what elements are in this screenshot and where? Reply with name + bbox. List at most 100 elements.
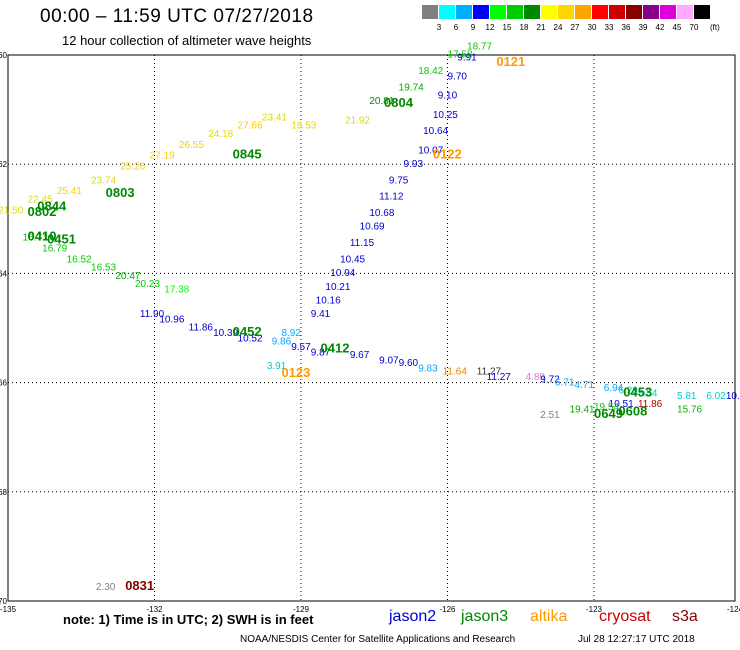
x-tick-label: -135 [0, 605, 17, 614]
wave-height-label: 6.94 [604, 383, 624, 394]
pass-time-label: 0802 [28, 204, 57, 219]
wave-height-label: 10.63 [726, 391, 740, 402]
wave-height-label: 11.90 [140, 309, 165, 320]
legend-label: 45 [672, 23, 682, 32]
wave-height-label: 8.92 [281, 328, 301, 339]
legend-swatch [456, 5, 473, 19]
pass-time-label: 0803 [106, 185, 135, 200]
x-tick-label: -129 [293, 605, 310, 614]
wave-height-label: 10.64 [423, 126, 448, 137]
legend-label: 21 [536, 23, 546, 32]
legend-label: 24 [553, 23, 563, 32]
legend-swatch [558, 5, 575, 19]
wave-height-label: 10.96 [159, 315, 184, 326]
legend-swatch [541, 5, 558, 19]
wave-height-label: 9.10 [438, 91, 458, 102]
wave-height-label: 20.81 [369, 96, 394, 107]
map-frame [7, 54, 736, 602]
x-tick-label: -132 [146, 605, 163, 614]
wave-height-label: 20.23 [135, 279, 160, 290]
wave-height-label: 21.92 [345, 115, 370, 126]
legend-label: 39 [638, 23, 648, 32]
legend-swatch [422, 5, 439, 19]
pass-time-label: 0649 [594, 406, 623, 421]
legend-swatch [439, 5, 456, 19]
y-tick-label: -62 [0, 160, 8, 169]
satellite-s3a: s3a [672, 608, 698, 625]
legend-label: 30 [587, 23, 597, 32]
wave-height-label: 11.86 [638, 399, 663, 410]
wave-height-label: 9.83 [418, 364, 438, 375]
wave-height-label: 10.94 [330, 268, 355, 279]
legend-label: 3 [436, 23, 442, 32]
legend-swatch [490, 5, 507, 19]
legend-label: 12 [485, 23, 495, 32]
wave-height-label: 20.47 [115, 271, 140, 282]
wave-height-label: 19.41 [570, 405, 595, 416]
legend-label: 18 [519, 23, 529, 32]
wave-height-label: 10.68 [369, 208, 394, 219]
wave-height-label: 16.71 [23, 233, 48, 244]
wave-height-label: 10.45 [340, 254, 365, 265]
legend-unit: (ft) [710, 23, 720, 32]
satellite-jason2: jason2 [389, 608, 437, 625]
wave-height-label: 10.39 [213, 328, 238, 339]
wave-height-label: 9.60 [399, 358, 419, 369]
wave-height-label: 9.70 [448, 72, 468, 83]
legend-swatch [626, 5, 643, 19]
wave-height-label: 11.64 [443, 366, 468, 377]
wave-height-label: 17.58 [448, 50, 473, 61]
y-tick-label: -68 [0, 488, 8, 497]
pass-time-label: 0410 [28, 229, 57, 244]
wave-height-label: 10.25 [433, 110, 458, 121]
page-title: 00:00 – 11:59 UTC 07/27/2018 [40, 6, 314, 27]
pass-time-label: 0845 [233, 147, 262, 162]
wave-height-label: 11.27 [487, 372, 512, 383]
x-tick-label: -124 [727, 605, 740, 614]
legend-label: 6 [453, 23, 459, 32]
pass-time-label: 0831 [125, 578, 154, 593]
pass-time-label: 0412 [321, 341, 350, 356]
x-tick-label: -126 [439, 605, 456, 614]
wave-height-label: 19.54 [594, 402, 619, 413]
wave-height-label: 4.71 [574, 380, 594, 391]
legend-swatch [643, 5, 660, 19]
satellite-jason3: jason3 [461, 608, 509, 625]
wave-height-label: 22.45 [28, 194, 53, 205]
y-tick-label: -64 [0, 269, 8, 278]
legend-swatch [592, 5, 609, 19]
wave-height-label: 6.29 [618, 386, 638, 397]
legend-label: 27 [570, 23, 580, 32]
wave-height-label: 6.02 [706, 391, 726, 402]
y-tick-label: -70 [0, 597, 8, 606]
legend-label: 9 [470, 23, 476, 32]
wave-height-label: 11.12 [379, 192, 404, 203]
wave-height-label: 4.89 [526, 372, 546, 383]
wave-height-label: 11.27 [477, 366, 502, 377]
wave-height-label: 16.52 [67, 254, 92, 265]
wave-height-label: 9.07 [379, 355, 399, 366]
legend-label: 36 [621, 23, 631, 32]
footer-credit: NOAA/NESDIS Center for Satellite Applica… [240, 634, 516, 645]
wave-height-label: 23.74 [91, 175, 116, 186]
wave-height-label: 3.91 [267, 361, 287, 372]
pass-time-label: 0804 [384, 95, 414, 110]
pass-time-label: 0453 [623, 384, 652, 399]
pass-time-label: 0122 [433, 147, 462, 162]
pass-time-label: 0608 [618, 403, 647, 418]
wave-height-label: 9.75 [389, 175, 409, 186]
wave-height-label: 17.38 [164, 285, 189, 296]
wave-height-label: 6.71 [555, 377, 575, 388]
wave-height-label: 19.53 [291, 121, 316, 132]
wave-height-label: 24.18 [208, 129, 233, 140]
legend-swatch [694, 5, 711, 19]
pass-time-label: 0451 [47, 231, 76, 246]
wave-height-label: 26.55 [179, 140, 204, 151]
wave-height-label: 23.41 [262, 113, 287, 124]
wave-height-label: 10.52 [238, 334, 263, 345]
legend-swatch [507, 5, 524, 19]
y-tick-label: -66 [0, 379, 8, 388]
legend-swatch [677, 5, 694, 19]
legend-label: 42 [655, 23, 665, 32]
